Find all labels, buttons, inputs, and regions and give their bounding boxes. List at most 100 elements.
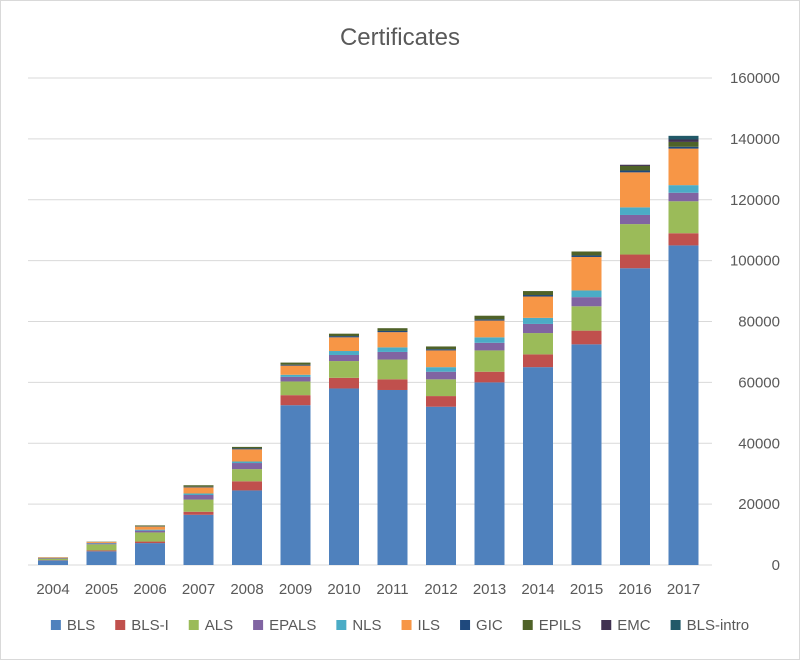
x-tick-label-2012: 2012 <box>424 581 457 598</box>
legend-item-EPALS: EPALS <box>253 617 316 634</box>
bar-ILS-2017 <box>668 148 699 186</box>
bar-EPALS-2013 <box>474 342 505 351</box>
bar-GIC-2016 <box>620 170 650 173</box>
y-tick-label-160000: 160000 <box>730 70 780 87</box>
bar-ALS-2004 <box>38 558 68 561</box>
bar-BLS-2005 <box>86 551 117 565</box>
bar-NLS-2007 <box>183 493 214 495</box>
legend-swatch-BLS-intro <box>670 620 681 630</box>
bar-ILS-2009 <box>280 365 311 375</box>
legend-label-EMC: EMC <box>617 617 651 634</box>
y-axis-ticks: 0 20000 40000 60000 80000 100000 120000 140000 1… <box>730 70 780 574</box>
bar-EPILS-2013 <box>474 315 505 320</box>
legend-label-ALS: ALS <box>205 617 233 634</box>
y-tick-label-0: 0 <box>772 557 780 574</box>
legend-item-GIC: GIC <box>460 617 503 634</box>
y-tick-label-60000: 60000 <box>738 374 780 391</box>
bar-ALS-2015 <box>571 306 602 331</box>
legend-swatch-EMC <box>601 620 612 630</box>
legend-item-BLS-intro: BLS-intro <box>670 617 749 634</box>
bar-ILS-2015 <box>571 256 602 291</box>
legend-swatch-NLS <box>336 620 347 630</box>
bar-EPILS-2012 <box>426 346 456 350</box>
bar-EPALS-2007 <box>183 494 214 500</box>
bar-EPALS-2005 <box>86 543 117 545</box>
bar-BLS-I-2009 <box>280 395 311 406</box>
bar-ALS-2006 <box>135 532 165 542</box>
bar-BLS-2004 <box>38 560 68 565</box>
bar-BLS-I-2016 <box>620 254 650 269</box>
bar-EPALS-2014 <box>523 323 553 334</box>
bar-BLS-I-2014 <box>523 354 553 368</box>
bar-ALS-2011 <box>377 359 408 380</box>
bar-NLS-2017 <box>668 185 699 193</box>
legend-swatch-EPILS <box>522 620 533 630</box>
x-tick-label-2014: 2014 <box>521 581 554 598</box>
bar-GIC-2009 <box>280 364 311 366</box>
bar-BLS-2013 <box>474 382 505 565</box>
bar-EPALS-2010 <box>329 354 359 362</box>
bar-BLS-2007 <box>183 514 214 565</box>
legend-swatch-ILS <box>401 620 412 630</box>
legend-item-ALS: ALS <box>188 617 233 634</box>
bar-GIC-2013 <box>474 319 505 321</box>
y-tick-label-100000: 100000 <box>730 253 780 270</box>
bar-ALS-2007 <box>183 499 214 512</box>
x-tick-label-2006: 2006 <box>133 581 166 598</box>
legend-label-NLS: NLS <box>352 617 381 634</box>
bar-EPALS-2006 <box>135 530 165 533</box>
legend-label-EPALS: EPALS <box>269 617 316 634</box>
legend-item-BLS: BLS <box>50 617 95 634</box>
bar-ALS-2008 <box>232 469 262 482</box>
bar-BLS-2012 <box>426 406 456 565</box>
bar-BLS-I-2012 <box>426 396 456 407</box>
legend-swatch-BLS-I <box>115 620 126 630</box>
bar-GIC-2015 <box>571 255 602 257</box>
bar-ALS-2005 <box>86 544 117 551</box>
bar-EPALS-2008 <box>232 463 262 470</box>
bar-BLS-2008 <box>232 490 262 565</box>
bar-NLS-2011 <box>377 347 408 352</box>
bar-ILS-2007 <box>183 487 214 494</box>
bar-BLS-I-2010 <box>329 377 359 389</box>
bar-GIC-2012 <box>426 349 456 351</box>
bar-ILS-2010 <box>329 337 359 352</box>
bar-ILS-2014 <box>523 296 553 318</box>
bar-EPALS-2012 <box>426 371 456 380</box>
legend-label-EPILS: EPILS <box>539 617 582 634</box>
bar-NLS-2006 <box>135 529 165 531</box>
bar-ALS-2012 <box>426 379 456 397</box>
bar-EPILS-2017 <box>668 141 699 147</box>
bar-ILS-2005 <box>86 542 117 543</box>
legend-item-BLS-I: BLS-I <box>115 617 169 634</box>
bar-BLS-2016 <box>620 268 650 565</box>
legend-item-EMC: EMC <box>601 617 651 634</box>
bar-GIC-2017 <box>668 146 699 149</box>
legend-label-BLS: BLS <box>67 617 95 634</box>
x-tick-label-2007: 2007 <box>182 581 215 598</box>
bar-BLS-2014 <box>523 367 553 565</box>
bar-NLS-2008 <box>232 461 262 464</box>
bar-EPILS-2016 <box>620 165 650 171</box>
bars-group <box>38 135 699 565</box>
chart-title: Certificates <box>340 24 460 51</box>
x-tick-label-2015: 2015 <box>570 581 603 598</box>
y-tick-label-80000: 80000 <box>738 314 780 331</box>
bar-NLS-2016 <box>620 207 650 215</box>
bar-ALS-2016 <box>620 224 650 255</box>
legend-label-BLS-I: BLS-I <box>131 617 169 634</box>
bar-EPALS-2011 <box>377 351 408 360</box>
y-tick-label-120000: 120000 <box>730 192 780 209</box>
x-tick-label-2013: 2013 <box>473 581 506 598</box>
x-tick-label-2010: 2010 <box>327 581 360 598</box>
legend-item-EPILS: EPILS <box>522 617 582 634</box>
bar-BLS-intro-2017 <box>668 135 699 140</box>
legend-item-ILS: ILS <box>401 617 440 634</box>
bar-BLS-2010 <box>329 388 359 565</box>
bar-EPALS-2016 <box>620 214 650 225</box>
y-tick-label-40000: 40000 <box>738 435 780 452</box>
bar-BLS-I-2011 <box>377 379 408 390</box>
y-tick-label-140000: 140000 <box>730 131 780 148</box>
bar-ALS-2017 <box>668 201 699 234</box>
